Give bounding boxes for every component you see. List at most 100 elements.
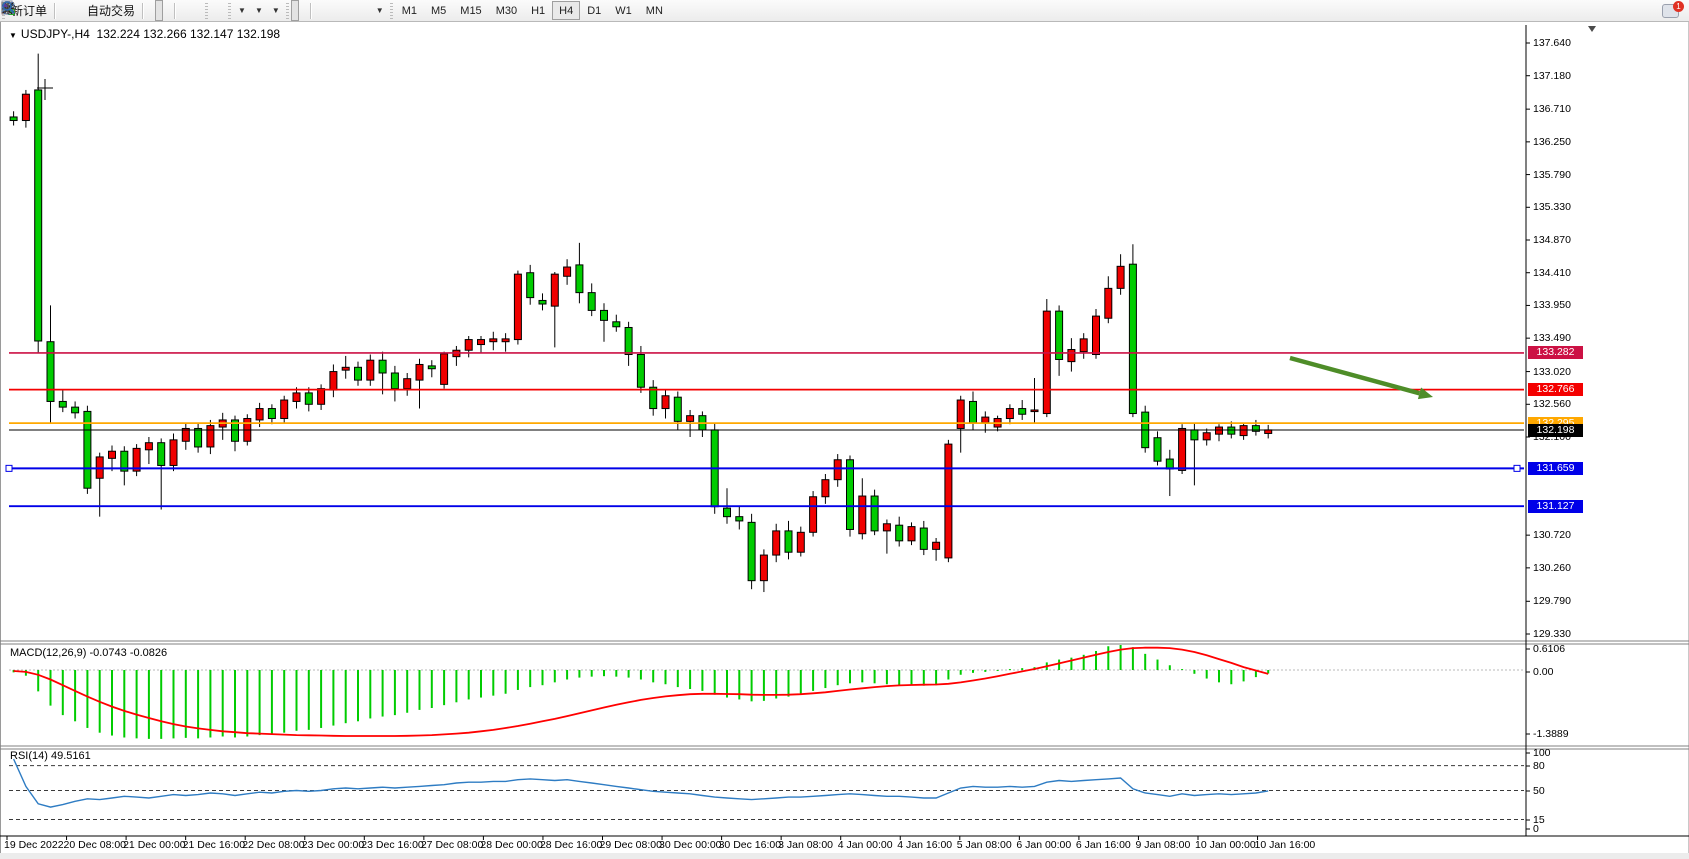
toolbar-grip	[205, 2, 209, 19]
tile-windows-button[interactable]	[2, 0, 203, 21]
rsi-line	[12, 758, 1269, 808]
candlestick-mode-button[interactable]	[2, 0, 164, 21]
time-axis-label: 28 Dec 16:00	[539, 839, 603, 851]
price-tick-label: 133.020	[1533, 365, 1571, 378]
time-axis-label: 6 Jan 00:00	[1016, 839, 1072, 851]
autotrade-button[interactable]: 自动交易	[1, 0, 139, 21]
price-tick-label: 136.250	[1533, 135, 1571, 148]
price-level-badge: 131.659	[1528, 461, 1583, 475]
chart-window[interactable]: ▼ USDJPY-,H4 132.224 132.266 132.147 132.…	[0, 21, 1689, 859]
time-axis-label: 10 Jan 00:00	[1195, 839, 1256, 851]
trend-arrow-head	[1417, 387, 1433, 400]
new-chart-button[interactable]	[2, 0, 67, 21]
price-level-badge: 132.766	[1528, 383, 1583, 397]
price-tick-label: 137.640	[1533, 37, 1571, 49]
chevron-down-icon[interactable]: ▼	[271, 6, 280, 15]
timeframe-toolbar: M1 M5 M15 M30 H1 H4 D1 W1 MN	[395, 1, 670, 20]
timeframe-button-W1[interactable]: W1	[615, 4, 632, 17]
price-tick-label: 130.260	[1533, 561, 1571, 574]
price-tick-label: 129.330	[1533, 628, 1571, 640]
collapse-triangle-icon[interactable]: ▼	[9, 31, 17, 40]
line-chart-mode-button[interactable]	[1, 0, 171, 21]
price-tick-label: 134.870	[1533, 234, 1571, 246]
chart-shift-button[interactable]	[1, 0, 226, 21]
time-axis-label: 21 Dec 00:00	[123, 839, 186, 851]
timeframe-button-H1[interactable]: H1	[531, 4, 546, 17]
text-tool-button[interactable]: A	[4, 0, 363, 21]
chevron-down-icon[interactable]: ▼	[375, 6, 384, 15]
vline-tool-button[interactable]	[7, 0, 323, 21]
ohlc-high: 132.266	[143, 27, 187, 41]
rsi-axis-label: 80	[1533, 760, 1545, 772]
zoom-in-button[interactable]	[2, 0, 187, 21]
periods-button[interactable]: ▼	[1, 0, 267, 21]
timeframe-button-M5[interactable]: M5	[431, 4, 447, 17]
price-tick-label: 135.330	[1533, 201, 1571, 214]
line-handle	[5, 464, 13, 472]
chevron-down-icon[interactable]: ▼	[238, 6, 246, 15]
toolbar-separator	[309, 2, 312, 19]
hline-tool-button[interactable]	[2, 0, 331, 21]
time-axis-label: 19 Dec 2022	[4, 839, 64, 851]
timeframe-button-M15[interactable]: M15	[460, 4, 482, 17]
time-axis-label: 30 Dec 00:00	[659, 839, 722, 851]
cursor-tool-button[interactable]	[5, 0, 299, 21]
macd-signal-line	[13, 646, 1269, 737]
time-axis-label: 27 Dec 08:00	[420, 839, 484, 851]
signals-button[interactable]	[5, 0, 83, 21]
trendline-tool-button[interactable]	[2, 0, 339, 21]
price-tick-label: 132.560	[1533, 398, 1571, 411]
time-axis-label: 6 Jan 16:00	[1075, 839, 1131, 851]
autotrade-label: 自动交易	[87, 4, 136, 18]
toolbar-separator	[142, 2, 145, 19]
search-icon[interactable]	[0, 0, 16, 16]
ohlc-low: 132.147	[189, 27, 234, 41]
templates-button[interactable]: ▼	[1, 0, 284, 21]
fibonacci-tool-button[interactable]: F	[2, 0, 355, 21]
time-axis-label: 21 Dec 16:00	[182, 839, 246, 851]
label-tool-button[interactable]: T	[2, 0, 371, 21]
shift-marker-icon	[1588, 26, 1596, 32]
macd-axis-label: 0.6106	[1533, 643, 1566, 655]
channel-tool-button[interactable]: E	[1, 0, 347, 21]
timeframe-button-M30[interactable]: M30	[495, 4, 518, 17]
indicators-button[interactable]: ▼	[1, 0, 250, 21]
toolbar-grip	[228, 2, 232, 19]
rsi-axis-label: 15	[1533, 814, 1545, 826]
crosshair-tool-button[interactable]	[2, 0, 307, 21]
price-tick-label: 134.410	[1533, 266, 1571, 279]
time-axis-label: 20 Dec 08:00	[63, 839, 127, 851]
axis-overlay: 133.282132.766132.295132.198131.659131.1…	[0, 22, 1689, 859]
timeframe-button-M1[interactable]: M1	[401, 4, 417, 17]
rsi-indicator-label: RSI(14) 49.5161	[10, 750, 91, 762]
timeframe-button-MN[interactable]: MN	[645, 4, 663, 17]
notifications-icon[interactable]: 1	[1662, 0, 1684, 18]
price-tick-label: 133.490	[1533, 332, 1571, 345]
chevron-down-icon[interactable]: ▼	[254, 6, 263, 15]
bar-chart-mode-button[interactable]	[2, 0, 155, 21]
rsi-axis-label: 100	[1533, 747, 1551, 759]
notification-count-badge: 1	[1673, 0, 1684, 12]
time-axis-label: 22 Dec 08:00	[242, 839, 305, 851]
arrows-tool-button[interactable]: ▼	[2, 0, 388, 21]
svg-text:T: T	[6, 4, 12, 14]
chart-plot[interactable]	[0, 22, 1689, 859]
macd-axis-label: -1.3889	[1533, 728, 1569, 740]
line-handle	[1513, 464, 1521, 472]
timeframe-button-H4[interactable]: H4	[552, 1, 581, 20]
time-axis-label: 5 Jan 08:00	[956, 839, 1012, 851]
price-level-badge: 132.198	[1528, 423, 1583, 437]
rsi-axis-label: 0	[1533, 823, 1539, 835]
time-axis-label: 23 Dec 16:00	[361, 839, 424, 851]
mql5-cloud-button[interactable]	[1, 0, 75, 21]
auto-scroll-button[interactable]	[1, 0, 218, 21]
price-level-badge: 133.282	[1528, 346, 1583, 360]
chart-title: ▼ USDJPY-,H4 132.224 132.266 132.147 132.…	[9, 27, 280, 41]
macd-indicator-label: MACD(12,26,9) -0.0743 -0.0826	[10, 647, 168, 659]
ohlc-close: 132.198	[236, 27, 281, 41]
price-tick-label: 135.790	[1533, 168, 1571, 181]
macd-histogram	[12, 645, 1270, 739]
time-axis-label: 28 Dec 00:00	[480, 839, 543, 851]
timeframe-button-D1[interactable]: D1	[587, 4, 602, 17]
zoom-out-button[interactable]	[2, 0, 195, 21]
